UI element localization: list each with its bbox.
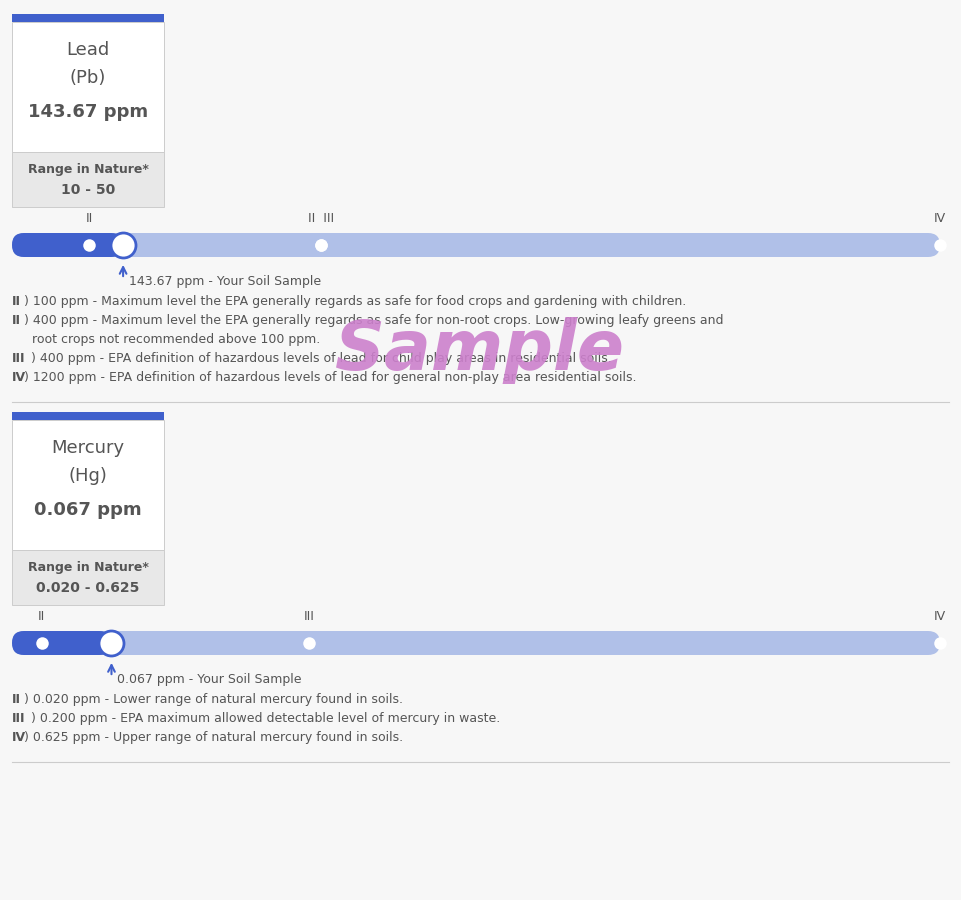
Text: II: II [12, 693, 21, 706]
Text: II: II [86, 212, 93, 225]
Text: Lead: Lead [66, 41, 110, 59]
Text: ) 100 ppm - Maximum level the EPA generally regards as safe for food crops and g: ) 100 ppm - Maximum level the EPA genera… [24, 295, 687, 308]
Text: II: II [38, 610, 45, 623]
Text: 0.020 - 0.625: 0.020 - 0.625 [37, 581, 139, 595]
Text: IV: IV [934, 610, 946, 623]
Text: ) 400 ppm - EPA definition of hazardous levels of lead for child play areas in r: ) 400 ppm - EPA definition of hazardous … [31, 352, 611, 365]
FancyBboxPatch shape [12, 631, 940, 655]
Text: IV: IV [12, 731, 26, 744]
Bar [12, 412, 164, 420]
Text: III: III [12, 712, 26, 725]
Text: II: II [12, 314, 21, 327]
Bar [12, 550, 164, 605]
Text: ) 1200 ppm - EPA definition of hazardous levels of lead for general non-play are: ) 1200 ppm - EPA definition of hazardous… [24, 371, 637, 384]
Text: Sample: Sample [335, 317, 625, 384]
Text: II  III: II III [308, 212, 334, 225]
Text: Range in Nature*: Range in Nature* [28, 562, 148, 574]
Bar [12, 14, 164, 22]
Text: root crops not recommended above 100 ppm.: root crops not recommended above 100 ppm… [32, 333, 320, 346]
Text: 10 - 50: 10 - 50 [61, 183, 115, 197]
Text: III: III [304, 610, 314, 623]
Text: ) 400 ppm - Maximum level the EPA generally regards as safe for non-root crops. : ) 400 ppm - Maximum level the EPA genera… [24, 314, 724, 327]
Text: (Pb): (Pb) [70, 69, 106, 87]
FancyBboxPatch shape [12, 631, 111, 655]
Text: 0.067 ppm: 0.067 ppm [35, 501, 142, 519]
FancyBboxPatch shape [12, 233, 940, 257]
Text: 143.67 ppm: 143.67 ppm [28, 103, 148, 121]
Text: III: III [12, 352, 26, 365]
Text: (Hg): (Hg) [68, 467, 108, 485]
Text: IV: IV [12, 371, 26, 384]
Bar [12, 22, 164, 152]
Text: IV: IV [934, 212, 946, 225]
Text: 143.67 ppm - Your Soil Sample: 143.67 ppm - Your Soil Sample [129, 275, 321, 288]
Text: ) 0.020 ppm - Lower range of natural mercury found in soils.: ) 0.020 ppm - Lower range of natural mer… [24, 693, 404, 706]
Text: ) 0.200 ppm - EPA maximum allowed detectable level of mercury in waste.: ) 0.200 ppm - EPA maximum allowed detect… [31, 712, 500, 725]
FancyBboxPatch shape [12, 233, 123, 257]
Text: Mercury: Mercury [52, 439, 125, 457]
Text: 0.067 ppm - Your Soil Sample: 0.067 ppm - Your Soil Sample [117, 673, 302, 686]
Text: ) 0.625 ppm - Upper range of natural mercury found in soils.: ) 0.625 ppm - Upper range of natural mer… [24, 731, 404, 744]
Bar [12, 420, 164, 550]
Text: Range in Nature*: Range in Nature* [28, 164, 148, 176]
Bar [12, 152, 164, 207]
Text: II: II [12, 295, 21, 308]
